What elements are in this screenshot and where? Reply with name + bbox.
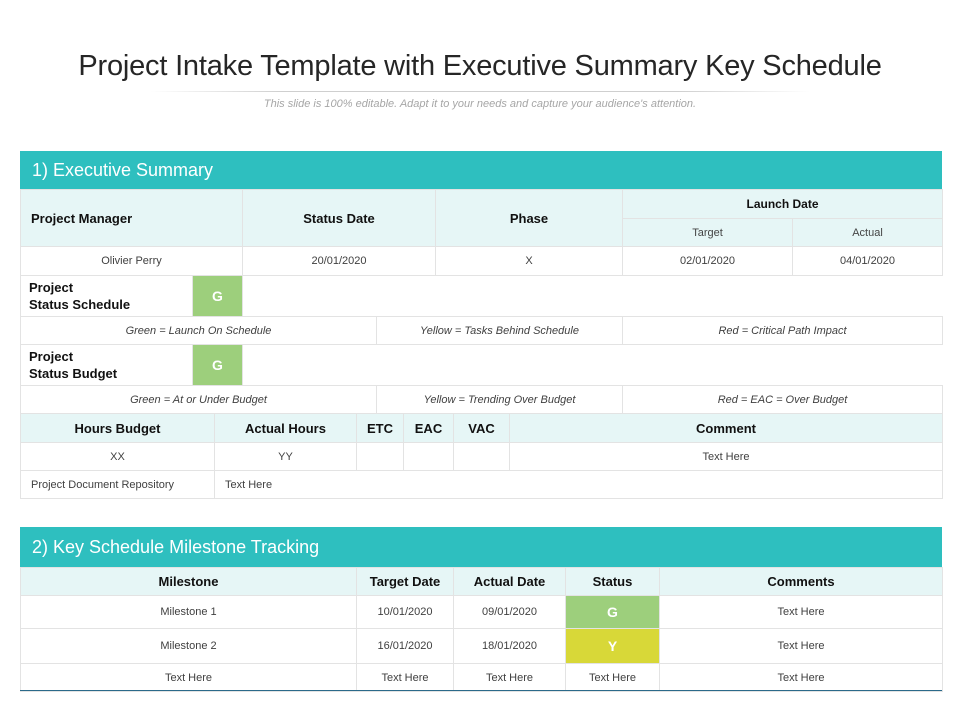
repository-value[interactable]: Text Here bbox=[214, 470, 943, 499]
col-vac: VAC bbox=[453, 413, 510, 443]
milestone-status-text[interactable]: Text Here bbox=[565, 663, 660, 692]
milestone-status-badge[interactable]: Y bbox=[565, 628, 660, 664]
schedule-key-green: Green = Launch On Schedule bbox=[20, 316, 377, 345]
col-comments: Comments bbox=[659, 567, 943, 596]
milestone-comments[interactable]: Text Here bbox=[659, 595, 943, 629]
status-schedule-badge[interactable]: G bbox=[192, 275, 243, 317]
title-divider bbox=[150, 91, 810, 92]
schedule-key-yellow: Yellow = Tasks Behind Schedule bbox=[376, 316, 623, 345]
status-date-value[interactable]: 20/01/2020 bbox=[242, 246, 436, 276]
col-target-date: Target Date bbox=[356, 567, 454, 596]
status-schedule-label: Project Status Schedule bbox=[20, 275, 193, 317]
col-actual-date: Actual Date bbox=[453, 567, 566, 596]
status-budget-badge[interactable]: G bbox=[192, 344, 243, 386]
milestone-target-date[interactable]: Text Here bbox=[356, 663, 454, 692]
col-comment: Comment bbox=[509, 413, 943, 443]
hours-table: Hours Budget Actual Hours ETC EAC VAC Co… bbox=[20, 413, 943, 499]
milestone-actual-date[interactable]: 09/01/2020 bbox=[453, 595, 566, 629]
launch-actual-value[interactable]: 04/01/2020 bbox=[791, 246, 944, 276]
budget-key-red: Red = EAC = Over Budget bbox=[621, 385, 944, 414]
milestone-target-date[interactable]: 10/01/2020 bbox=[356, 595, 454, 629]
table-row: Milestone 1 10/01/2020 09/01/2020 G Text… bbox=[20, 595, 943, 629]
col-eac: EAC bbox=[403, 413, 454, 443]
col-status-date: Status Date bbox=[242, 189, 436, 247]
milestone-comments[interactable]: Text Here bbox=[659, 663, 943, 692]
milestone-name[interactable]: Text Here bbox=[20, 663, 357, 692]
milestone-target-date[interactable]: 16/01/2020 bbox=[356, 628, 454, 664]
budget-key-yellow: Yellow = Trending Over Budget bbox=[376, 385, 623, 414]
milestone-name[interactable]: Milestone 2 bbox=[20, 628, 357, 664]
milestone-table: Milestone Target Date Actual Date Status… bbox=[20, 567, 943, 692]
page-title: Project Intake Template with Executive S… bbox=[78, 50, 882, 82]
actual-hours-value[interactable]: YY bbox=[214, 442, 357, 471]
budget-key-green: Green = At or Under Budget bbox=[20, 385, 377, 414]
milestone-status-badge[interactable]: G bbox=[565, 595, 660, 629]
milestone-actual-date[interactable]: 18/01/2020 bbox=[453, 628, 566, 664]
schedule-key-red: Red = Critical Path Impact bbox=[621, 316, 944, 345]
col-etc: ETC bbox=[356, 413, 404, 443]
col-target: Target bbox=[622, 218, 793, 247]
col-hours-budget: Hours Budget bbox=[20, 413, 215, 443]
status-budget-blank bbox=[241, 344, 943, 386]
executive-summary-header: 1) Executive Summary bbox=[20, 151, 942, 189]
page-subtitle: This slide is 100% editable. Adapt it to… bbox=[263, 98, 697, 110]
col-actual: Actual bbox=[791, 218, 944, 247]
status-budget-label: Project Status Budget bbox=[20, 344, 193, 386]
milestone-tracking-header: 2) Key Schedule Milestone Tracking bbox=[20, 527, 942, 567]
repository-label: Project Document Repository bbox=[20, 470, 215, 499]
eac-value[interactable] bbox=[403, 442, 454, 471]
table-bottom-rule bbox=[20, 690, 942, 691]
hours-budget-value[interactable]: XX bbox=[20, 442, 215, 471]
executive-summary-table: Project Manager Status Date Phase Launch… bbox=[20, 189, 944, 414]
table-row: Milestone 2 16/01/2020 18/01/2020 Y Text… bbox=[20, 628, 943, 664]
launch-target-value[interactable]: 02/01/2020 bbox=[622, 246, 793, 276]
executive-summary-title: 1) Executive Summary bbox=[32, 159, 214, 180]
milestone-actual-date[interactable]: Text Here bbox=[453, 663, 566, 692]
project-manager-value[interactable]: Olivier Perry bbox=[20, 246, 243, 276]
col-actual-hours: Actual Hours bbox=[214, 413, 357, 443]
comment-value[interactable]: Text Here bbox=[509, 442, 943, 471]
etc-value[interactable] bbox=[356, 442, 404, 471]
status-schedule-blank bbox=[241, 275, 943, 317]
col-status: Status bbox=[565, 567, 660, 596]
col-project-manager: Project Manager bbox=[20, 189, 243, 247]
milestone-comments[interactable]: Text Here bbox=[659, 628, 943, 664]
col-launch-date: Launch Date bbox=[621, 189, 944, 219]
milestone-name[interactable]: Milestone 1 bbox=[20, 595, 357, 629]
col-phase: Phase bbox=[435, 189, 623, 247]
table-row: Text Here Text Here Text Here Text Here … bbox=[20, 663, 943, 692]
vac-value[interactable] bbox=[453, 442, 510, 471]
milestone-tracking-title: 2) Key Schedule Milestone Tracking bbox=[32, 536, 320, 557]
col-milestone: Milestone bbox=[20, 567, 357, 596]
phase-value[interactable]: X bbox=[435, 246, 623, 276]
